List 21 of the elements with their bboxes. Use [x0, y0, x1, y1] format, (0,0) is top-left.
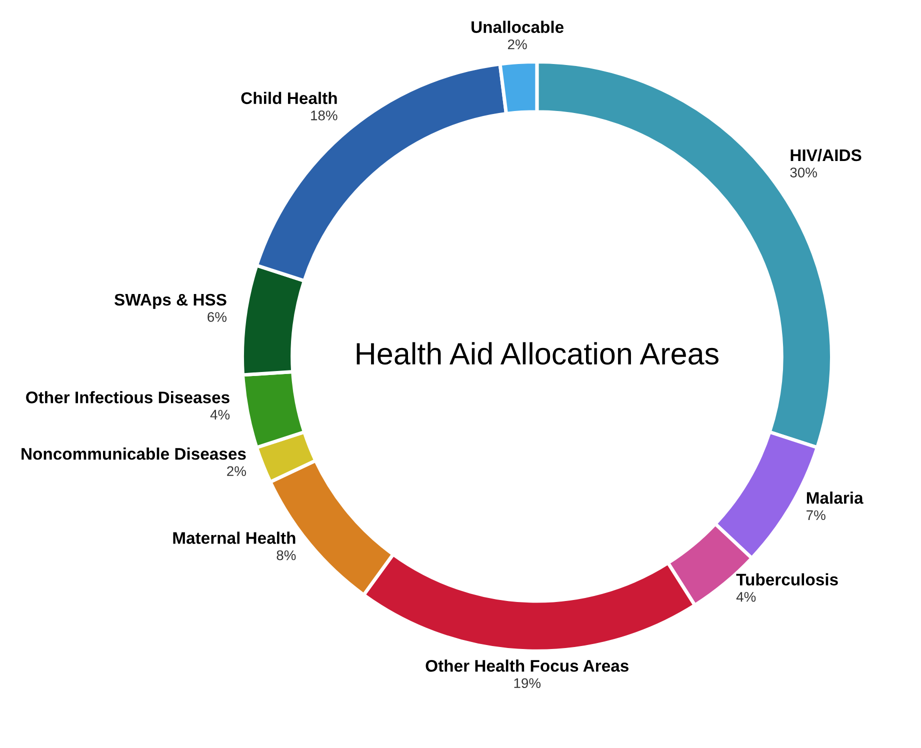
data-label: 7%: [806, 510, 826, 520]
data-label: 2%: [227, 466, 246, 476]
data-label: 6%: [208, 312, 227, 322]
slice-label: HIV/AIDS: [790, 148, 862, 162]
data-label: 2%: [508, 39, 527, 50]
slice-label: Maternal Health: [173, 532, 296, 544]
data-label: 4%: [210, 410, 230, 420]
slice-label: Noncommunicable Diseases: [22, 448, 246, 460]
slice-label: SWAps & HSS: [114, 294, 226, 309]
data-label: 19%: [514, 678, 541, 688]
slice-label: Other Infectious Diseases: [26, 391, 230, 404]
text: Health Aid Allocation Areas: [356, 342, 718, 365]
data-label: 18%: [311, 110, 338, 120]
slice-label: Unallocable: [472, 20, 564, 34]
slice-label: Tuberculosis: [736, 573, 838, 586]
data-label: 30%: [790, 168, 817, 178]
slice-label: Malaria: [806, 492, 864, 504]
data-label: 8%: [276, 550, 296, 560]
slice-label: Child Health: [241, 92, 337, 104]
slice-label: Other Health Focus Areas: [426, 660, 628, 672]
data-label: 4%: [736, 592, 756, 602]
